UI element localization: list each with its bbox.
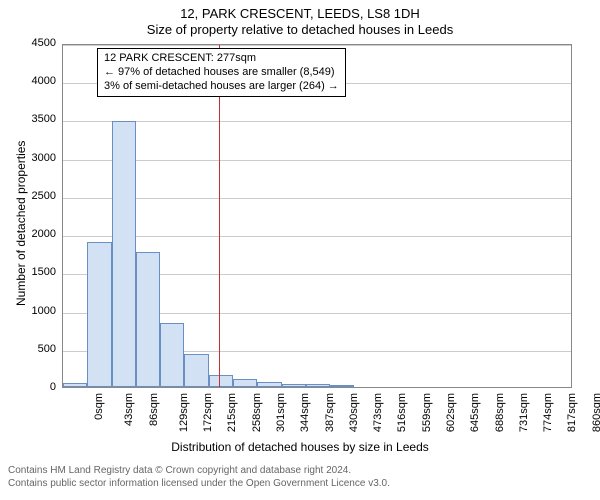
chart-title-description: Size of property relative to detached ho… xyxy=(0,22,600,37)
histogram-bar xyxy=(306,384,330,387)
x-tick-label: 387sqm xyxy=(324,393,336,432)
annotation-box: 12 PARK CRESCENT: 277sqm← 97% of detache… xyxy=(97,48,346,97)
plot-area: 12 PARK CRESCENT: 277sqm← 97% of detache… xyxy=(62,44,572,388)
gridline-h xyxy=(63,121,571,122)
y-tick-label: 1500 xyxy=(20,266,56,278)
x-axis-title: Distribution of detached houses by size … xyxy=(0,440,600,454)
x-tick-label: 645sqm xyxy=(469,393,481,432)
x-tick-label: 774sqm xyxy=(542,393,554,432)
x-tick-label: 43sqm xyxy=(123,393,135,426)
chart-footer: Contains HM Land Registry data © Crown c… xyxy=(8,464,390,490)
x-tick-label: 172sqm xyxy=(202,393,214,432)
y-tick-label: 500 xyxy=(20,343,56,355)
y-tick-label: 4500 xyxy=(20,37,56,49)
x-tick-label: 430sqm xyxy=(348,393,360,432)
x-tick-label: 258sqm xyxy=(251,393,263,432)
histogram-bar xyxy=(282,384,306,387)
x-tick-label: 473sqm xyxy=(372,393,384,432)
y-tick-label: 4000 xyxy=(20,75,56,87)
gridline-h xyxy=(63,160,571,161)
x-tick-label: 688sqm xyxy=(494,393,506,432)
y-tick-label: 1000 xyxy=(20,305,56,317)
annotation-line-1: 12 PARK CRESCENT: 277sqm xyxy=(104,52,339,66)
histogram-bar xyxy=(330,385,354,387)
histogram-bar xyxy=(160,323,184,387)
property-size-histogram: 12, PARK CRESCENT, LEEDS, LS8 1DH Size o… xyxy=(0,0,600,500)
annotation-line-2: ← 97% of detached houses are smaller (8,… xyxy=(104,66,339,80)
x-tick-label: 86sqm xyxy=(148,393,160,426)
footer-line-1: Contains HM Land Registry data © Crown c… xyxy=(8,464,390,477)
x-tick-label: 860sqm xyxy=(591,393,600,432)
gridline-h xyxy=(63,45,571,46)
y-axis-title: Number of detached properties xyxy=(14,141,28,306)
histogram-bar xyxy=(87,242,111,387)
x-tick-label: 731sqm xyxy=(518,393,530,432)
chart-title-address: 12, PARK CRESCENT, LEEDS, LS8 1DH xyxy=(0,6,600,21)
gridline-h xyxy=(63,198,571,199)
y-tick-label: 2000 xyxy=(20,228,56,240)
y-tick-label: 2500 xyxy=(20,190,56,202)
x-tick-label: 301sqm xyxy=(275,393,287,432)
footer-line-2: Contains public sector information licen… xyxy=(8,477,390,490)
x-tick-label: 215sqm xyxy=(227,393,239,432)
histogram-bar xyxy=(209,375,233,387)
x-tick-label: 817sqm xyxy=(567,393,579,432)
x-tick-label: 602sqm xyxy=(445,393,457,432)
histogram-bar xyxy=(184,354,208,387)
histogram-bar xyxy=(63,383,87,387)
annotation-line-3: 3% of semi-detached houses are larger (2… xyxy=(104,80,339,94)
y-tick-label: 0 xyxy=(20,381,56,393)
x-tick-label: 559sqm xyxy=(421,393,433,432)
y-tick-label: 3500 xyxy=(20,113,56,125)
x-tick-label: 129sqm xyxy=(178,393,190,432)
gridline-h xyxy=(63,236,571,237)
histogram-bar xyxy=(112,121,136,387)
y-tick-label: 3000 xyxy=(20,152,56,164)
histogram-bar xyxy=(233,379,257,387)
x-tick-label: 344sqm xyxy=(299,393,311,432)
histogram-bar xyxy=(136,252,160,387)
histogram-bar xyxy=(257,382,281,387)
x-tick-label: 516sqm xyxy=(397,393,409,432)
x-tick-label: 0sqm xyxy=(93,393,105,420)
